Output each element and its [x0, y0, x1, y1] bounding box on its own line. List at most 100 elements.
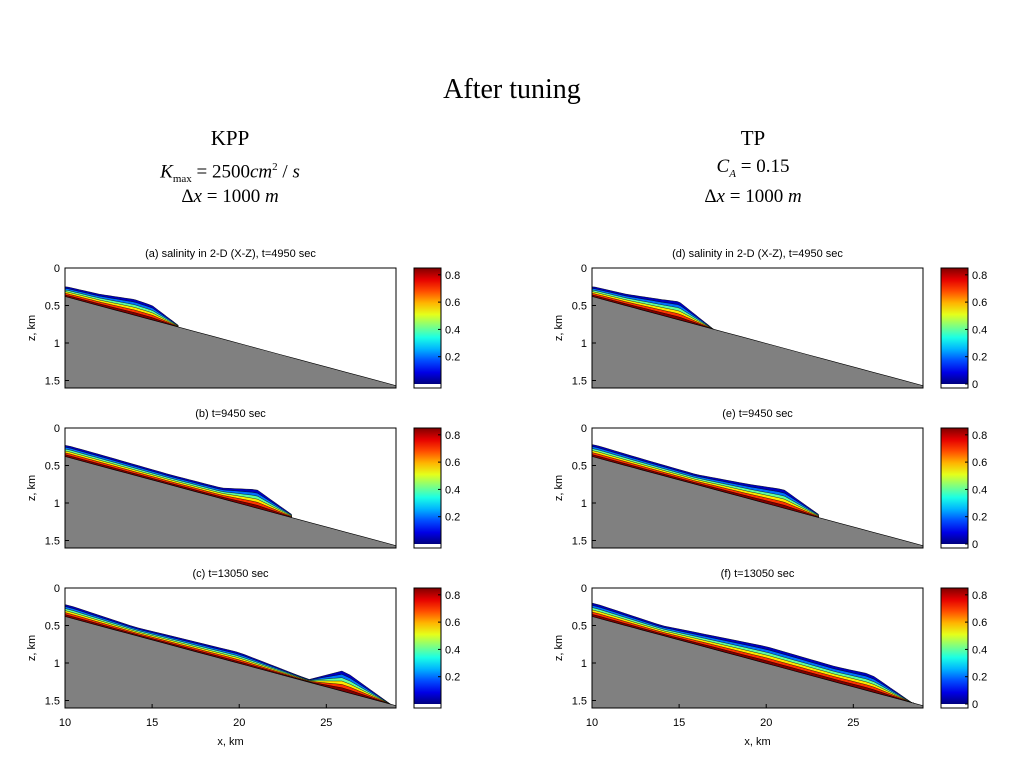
colorbar-frame [413, 267, 442, 389]
seabed [65, 296, 396, 388]
y-tick-label: 0 [581, 583, 587, 595]
colorbar-tick-label: 0.2 [972, 672, 987, 684]
colorbar [941, 268, 968, 384]
plot-area [592, 602, 923, 708]
axes-frame [64, 267, 397, 389]
x-tick-label: 10 [59, 717, 71, 729]
y-tick-label: 1 [581, 498, 587, 510]
seabed [65, 456, 396, 548]
colorbar [941, 428, 968, 544]
panel-title: (e) t=9450 sec [722, 408, 793, 420]
y-tick-label: 1.5 [572, 376, 587, 388]
x-tick-label: 15 [673, 717, 685, 729]
axes-frame [591, 267, 924, 389]
y-tick-label: 1 [54, 498, 60, 510]
y-tick-label: 0 [54, 263, 60, 275]
colorbar-tick-label: 0.4 [972, 644, 987, 656]
panel-title: (d) salinity in 2-D (X-Z), t=4950 sec [672, 248, 843, 260]
axes-frame [591, 587, 924, 709]
y-axis-label: z, km [26, 315, 38, 341]
seabed [592, 616, 923, 708]
panel-d: (d) salinity in 2-D (X-Z), t=4950 sec 0 0.… [553, 248, 987, 391]
colorbar-tick-label: 0.2 [445, 672, 460, 684]
y-axis-label: z, km [26, 635, 38, 661]
y-axis-label: z, km [553, 635, 565, 661]
plot-area [65, 286, 396, 388]
x-axis-label: x, km [217, 736, 243, 748]
kpp-label: KPP [210, 126, 250, 150]
colorbar-tick-label: 0.4 [445, 644, 460, 656]
colorbar-tick-label: 0.4 [972, 324, 987, 336]
axes-frame [591, 427, 924, 549]
colorbar-tick-label: 0.6 [445, 617, 460, 629]
kpp-header: KPP Kmax = 2500cm2 / s Δx = 1000 m [80, 124, 380, 212]
colorbar [414, 588, 441, 704]
colorbar-tick-label: 0.8 [972, 430, 987, 442]
tp-header: TP CA = 0.15 Δx = 1000 m [603, 124, 903, 212]
colorbar-tick-label: 0.4 [972, 484, 987, 496]
y-tick-label: 1 [54, 338, 60, 350]
kpp-dx-equation: Δx = 1000 m [181, 186, 279, 207]
y-tick-label: 0 [581, 423, 587, 435]
x-tick-label: 25 [320, 717, 332, 729]
colorbar-tick-label: 0.6 [445, 297, 460, 309]
y-axis-label: z, km [553, 475, 565, 501]
colorbar-tick-label: 0.8 [445, 270, 460, 282]
x-axis-label: x, km [744, 736, 770, 748]
colorbar-frame [413, 427, 442, 549]
colorbar [414, 428, 441, 544]
y-tick-label: 0.5 [572, 621, 587, 633]
colorbar-tick-label: 0.8 [445, 430, 460, 442]
panel-b: (b) t=9450 sec 0 0.5 1 1.5 z, km 0.2 0.4 0.6 0.8 [26, 408, 460, 549]
y-tick-label: 0 [581, 263, 587, 275]
y-tick-label: 1.5 [45, 376, 60, 388]
plot-area [65, 445, 396, 548]
y-tick-label: 0.5 [572, 461, 587, 473]
axes-frame [64, 427, 397, 549]
y-tick-label: 1.5 [572, 696, 587, 708]
plot-area [592, 444, 923, 548]
colorbar-tick-label: 0.4 [445, 484, 460, 496]
y-tick-label: 1.5 [45, 536, 60, 548]
y-tick-label: 1.5 [572, 536, 587, 548]
panel-e: (e) t=9450 sec 0 0.5 1 1.5 z, km 0 0.2 0.4 0.6 0.8 [553, 408, 987, 551]
x-tick-label: 10 [586, 717, 598, 729]
colorbar [941, 588, 968, 704]
panel-title: (f) t=13050 sec [721, 568, 795, 580]
y-axis-label: z, km [553, 315, 565, 341]
seabed [592, 296, 923, 388]
colorbar [414, 268, 441, 384]
y-tick-label: 0 [54, 583, 60, 595]
y-tick-label: 1 [581, 658, 587, 670]
panel-a: (a) salinity in 2-D (X-Z), t=4950 sec 0 0.… [26, 248, 460, 389]
colorbar-frame [940, 267, 969, 389]
colorbar-frame [413, 587, 442, 709]
panel-c: (c) t=13050 sec 0 0.5 1 1.5 z, km 10 15 20 25 x, k… [26, 568, 460, 748]
colorbar-tick-label: 0.2 [445, 512, 460, 524]
colorbar-tick-label: 0.6 [972, 297, 987, 309]
tp-ca-equation: CA = 0.15 [716, 156, 790, 180]
slide-title: After tuning [443, 74, 581, 105]
seabed [592, 456, 923, 548]
panel-title: (b) t=9450 sec [195, 408, 266, 420]
colorbar-tick-label: 0.2 [972, 512, 987, 524]
y-tick-label: 0.5 [45, 461, 60, 473]
panel-title: (a) salinity in 2-D (X-Z), t=4950 sec [145, 248, 316, 260]
plot-area [65, 604, 396, 708]
colorbar-frame [940, 427, 969, 549]
colorbar-tick-label: 0.8 [972, 590, 987, 602]
y-tick-label: 1 [54, 658, 60, 670]
colorbar-tick-label: 0.6 [972, 617, 987, 629]
plot-area [592, 286, 923, 388]
colorbar-tick-label: 0 [972, 699, 978, 711]
axes-frame [64, 587, 397, 709]
y-tick-label: 0.5 [45, 301, 60, 313]
colorbar-tick-label: 0.4 [445, 324, 460, 336]
colorbar-tick-label: 0.2 [445, 352, 460, 364]
y-axis-label: z, km [26, 475, 38, 501]
colorbar-tick-label: 0 [972, 379, 978, 391]
tp-dx-equation: Δx = 1000 m [704, 186, 802, 207]
tp-label: TP [740, 126, 766, 150]
panel-title: (c) t=13050 sec [192, 568, 269, 580]
